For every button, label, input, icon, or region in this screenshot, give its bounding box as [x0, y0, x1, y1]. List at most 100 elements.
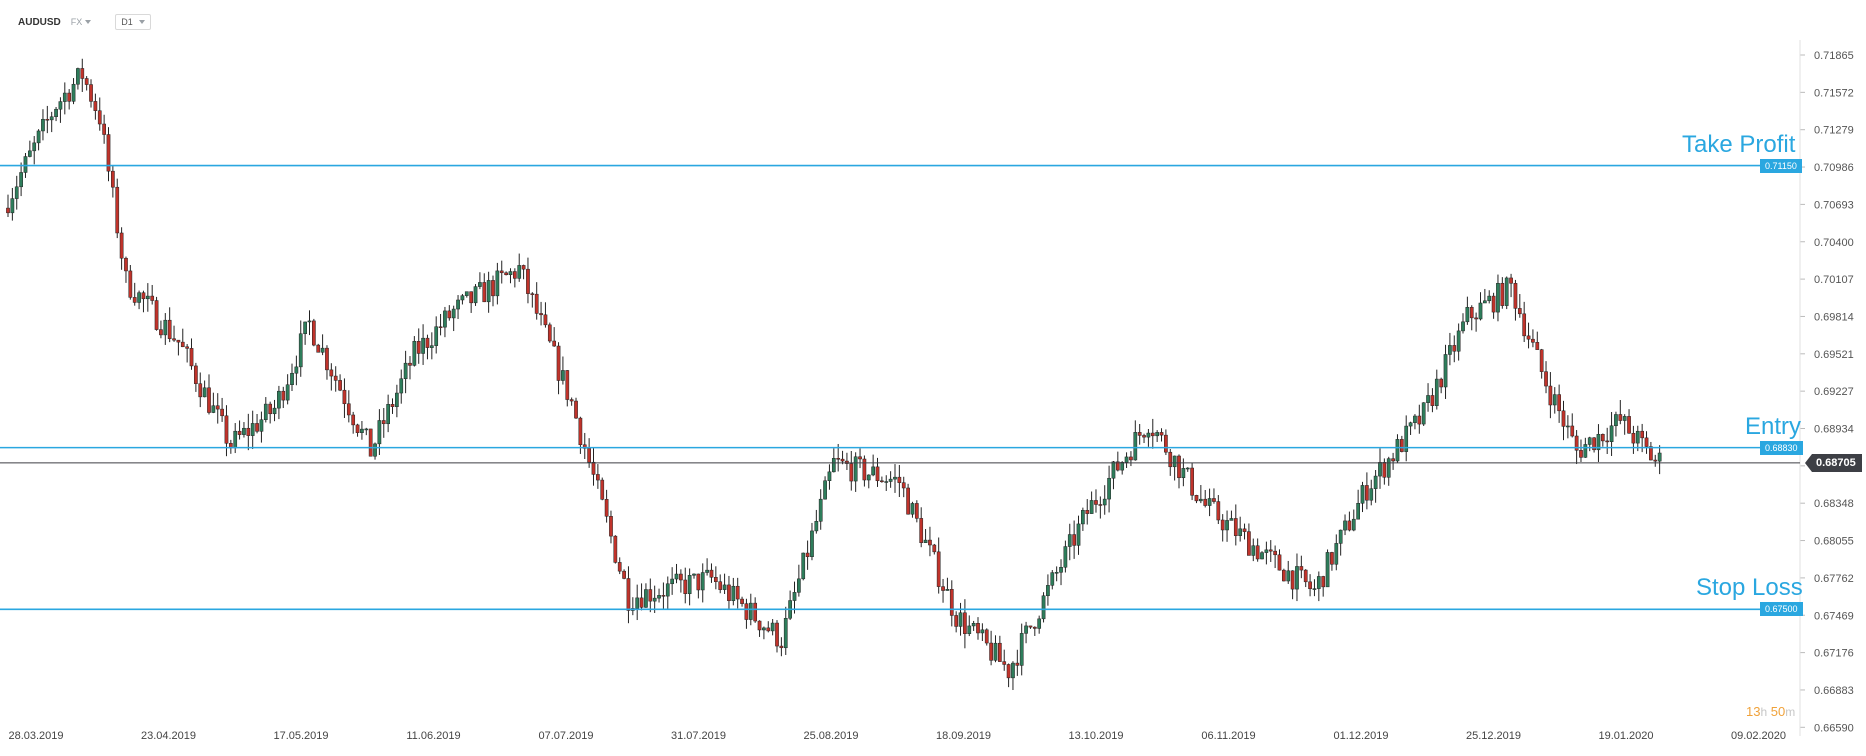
- candle-body: [880, 480, 884, 483]
- y-axis-label: 0.69814: [1814, 311, 1854, 323]
- candle-body: [1535, 342, 1540, 350]
- candle-body: [639, 597, 644, 608]
- x-axis-label: 28.03.2019: [8, 730, 63, 742]
- candle-body: [949, 589, 954, 616]
- candle-body: [919, 518, 924, 543]
- candle-body: [207, 387, 211, 413]
- candle-body: [1290, 570, 1295, 590]
- candle-body: [722, 584, 727, 590]
- candle-body: [1469, 307, 1474, 319]
- candle-body: [390, 404, 395, 407]
- market-label: FX: [70, 17, 83, 27]
- candle-body: [1115, 461, 1120, 471]
- candle-body: [377, 420, 382, 445]
- timeframe-selector[interactable]: D1: [115, 14, 151, 30]
- candle-body: [215, 405, 220, 410]
- market-selector[interactable]: FX: [71, 17, 92, 27]
- chevron-down-icon: [85, 20, 92, 24]
- candle-body: [1513, 283, 1518, 309]
- candle-body: [124, 257, 128, 272]
- candle-body: [1443, 354, 1448, 388]
- candle-countdown-timer: 13h 50m: [1746, 704, 1795, 719]
- candle-body: [1561, 410, 1566, 427]
- candle-body: [89, 84, 93, 102]
- candle-body: [683, 579, 688, 594]
- candle-body: [1395, 439, 1400, 462]
- candle-body: [862, 458, 867, 481]
- candle-body: [1360, 485, 1365, 504]
- candle-body: [198, 383, 203, 398]
- candle-body: [1260, 552, 1264, 560]
- candle-body: [1251, 545, 1256, 556]
- candle-body: [102, 123, 106, 135]
- candle-body: [561, 370, 565, 381]
- candle-body: [897, 476, 902, 483]
- candle-body: [434, 326, 439, 346]
- candle-body: [1351, 518, 1356, 531]
- candle-body: [84, 78, 89, 85]
- candle-body: [97, 110, 102, 125]
- candle-body: [386, 404, 390, 425]
- candle-body: [473, 286, 478, 304]
- x-axis-label: 09.02.2020: [1731, 730, 1786, 742]
- candle-body: [486, 280, 491, 303]
- candle-body: [727, 584, 731, 601]
- candle-body: [6, 207, 10, 214]
- candle-body: [272, 407, 277, 415]
- candle-body: [831, 458, 836, 473]
- candle-body: [154, 300, 159, 330]
- candle-body: [932, 544, 937, 553]
- y-axis-label: 0.68055: [1814, 536, 1854, 548]
- candle-body: [259, 419, 264, 432]
- x-axis-label: 07.07.2019: [538, 730, 593, 742]
- y-axis-label: 0.66590: [1814, 722, 1854, 734]
- candle-body: [617, 562, 622, 572]
- candle-body: [412, 341, 417, 366]
- candle-body: [67, 92, 72, 102]
- y-axis-label: 0.67469: [1814, 610, 1854, 622]
- candle-body: [1146, 432, 1151, 438]
- candle-body: [1500, 282, 1505, 306]
- candle-body: [1238, 528, 1243, 536]
- candle-body: [1552, 394, 1557, 406]
- candle-body: [1474, 317, 1478, 320]
- candle-body: [552, 340, 557, 347]
- candle-body: [277, 390, 281, 409]
- candle-body: [556, 345, 561, 381]
- candle-body: [783, 618, 788, 649]
- candle-body: [801, 552, 806, 580]
- candle-body: [316, 344, 321, 353]
- candle-body: [10, 198, 15, 214]
- candle-body: [281, 390, 286, 401]
- candle-body: [963, 612, 967, 634]
- candle-body: [1011, 662, 1015, 679]
- candle-body: [189, 348, 194, 367]
- y-axis-label: 0.69227: [1814, 386, 1854, 398]
- candle-body: [1203, 498, 1208, 506]
- candle-body: [150, 295, 155, 301]
- candle-body: [1609, 425, 1614, 442]
- candle-body: [1242, 528, 1247, 532]
- candle-body: [438, 326, 443, 328]
- candle-body: [1107, 477, 1111, 500]
- candle-body: [866, 474, 871, 481]
- candle-body: [1583, 444, 1588, 458]
- candle-body: [14, 186, 19, 199]
- take-profit-price-tag: 0.71150: [1760, 158, 1802, 173]
- candle-body: [1041, 595, 1046, 620]
- candle-body: [23, 156, 28, 173]
- candle-body: [1255, 545, 1260, 560]
- candle-body: [1596, 434, 1601, 451]
- candle-body: [1028, 625, 1033, 628]
- candle-body: [936, 551, 941, 587]
- candle-body: [351, 414, 356, 426]
- candle-body: [1539, 349, 1544, 372]
- x-axis-label: 06.11.2019: [1201, 730, 1255, 742]
- candle-body: [429, 345, 434, 348]
- candle-body: [1618, 414, 1623, 421]
- candle-body: [1640, 430, 1645, 439]
- candle-body: [27, 150, 32, 157]
- candle-body: [731, 585, 736, 601]
- candle-body: [893, 476, 897, 480]
